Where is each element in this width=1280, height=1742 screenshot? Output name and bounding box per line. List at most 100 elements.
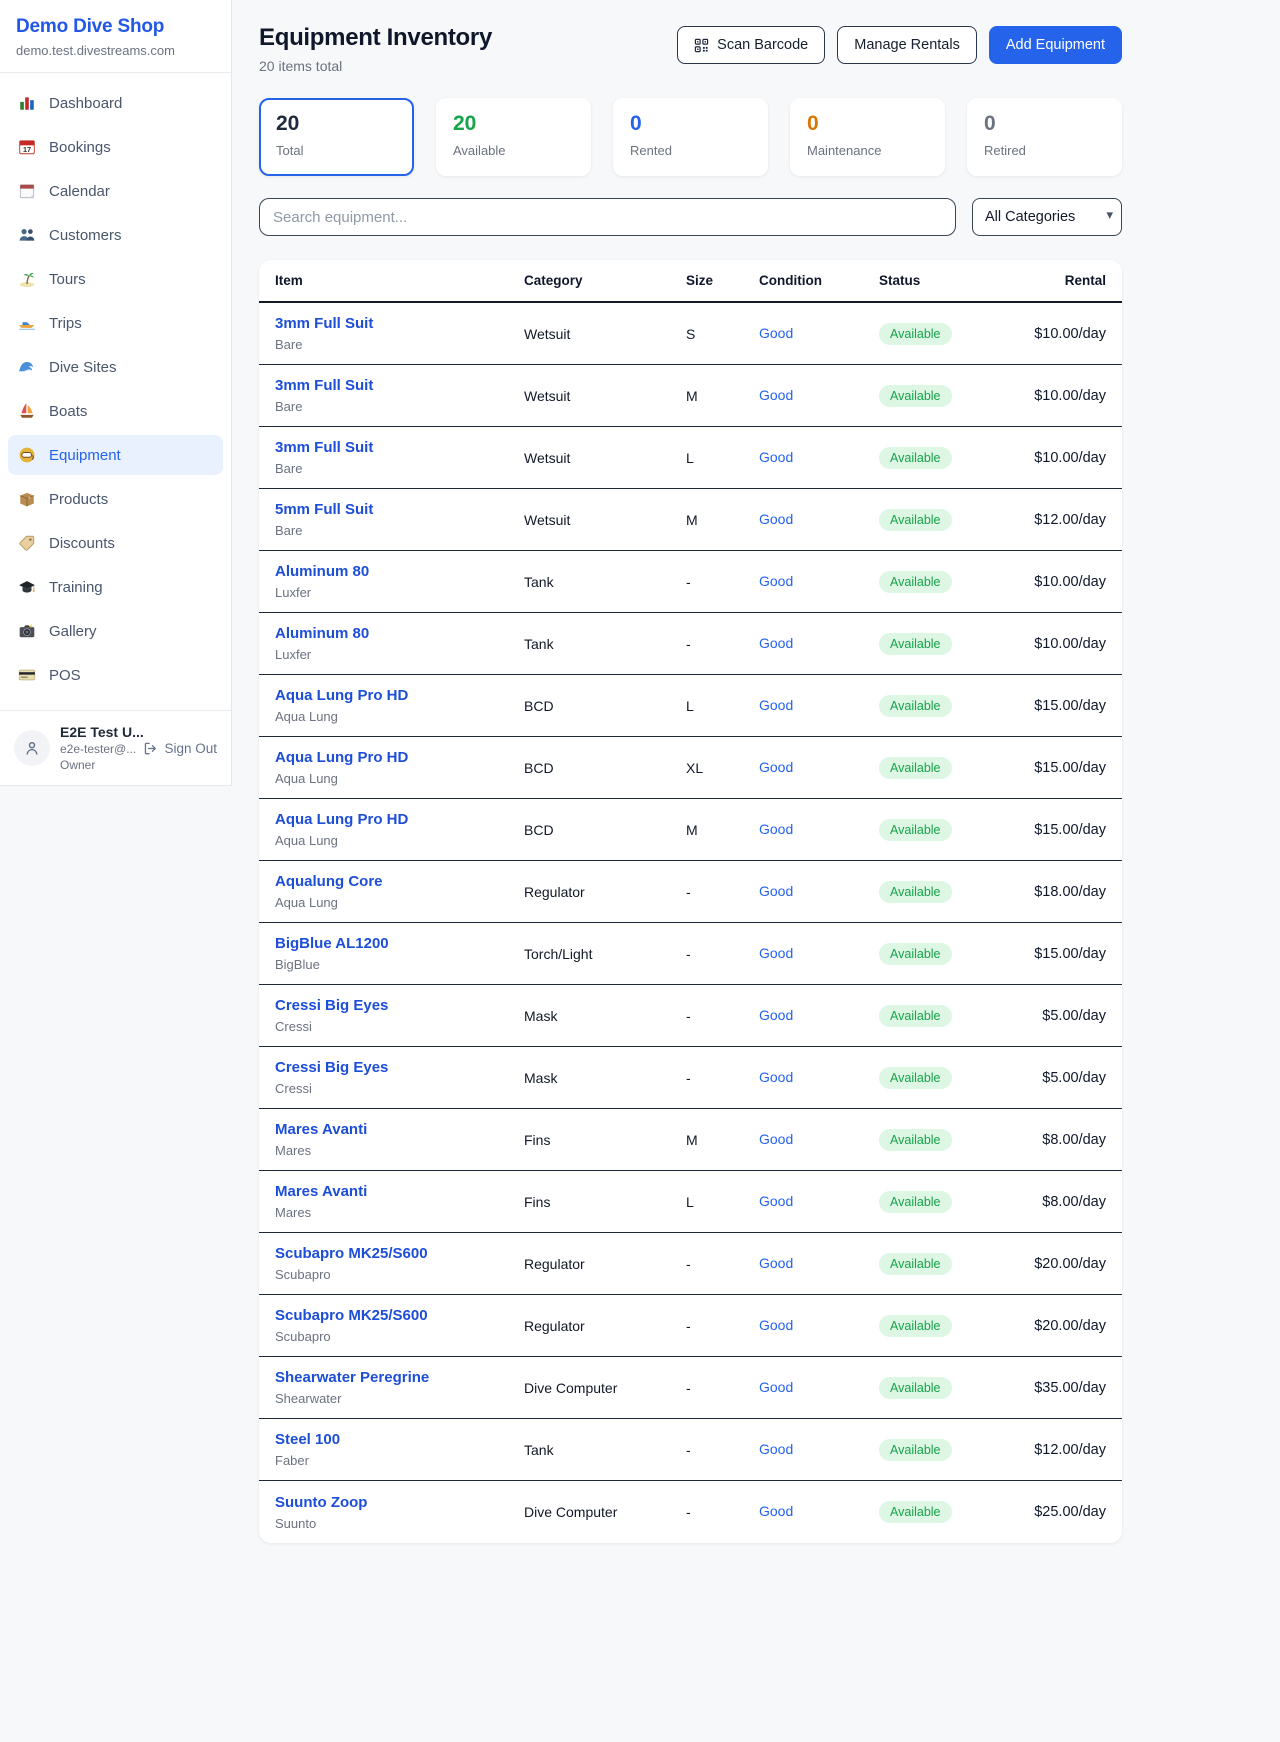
item-name-link[interactable]: Aluminum 80	[275, 563, 370, 580]
item-name-link[interactable]: Cressi Big Eyes	[275, 997, 389, 1014]
sidebar-item-dashboard[interactable]: Dashboard	[8, 83, 223, 123]
item-condition-link[interactable]: Good	[759, 1068, 794, 1085]
item-name-link[interactable]: 3mm Full Suit	[275, 377, 374, 394]
item-category: Wetsuit	[524, 325, 571, 342]
table-row[interactable]: Mares Avanti Mares Fins M Good Available…	[259, 1109, 1122, 1171]
table-row[interactable]: 3mm Full Suit Bare Wetsuit M Good Availa…	[259, 365, 1122, 427]
table-row[interactable]: Aluminum 80 Luxfer Tank - Good Available…	[259, 613, 1122, 675]
item-name-link[interactable]: Mares Avanti	[275, 1121, 368, 1138]
item-brand: Cressi	[275, 1081, 312, 1096]
table-row[interactable]: Mares Avanti Mares Fins L Good Available…	[259, 1171, 1122, 1233]
item-name-link[interactable]: Mares Avanti	[275, 1183, 368, 1200]
table-row[interactable]: Aqua Lung Pro HD Aqua Lung BCD XL Good A…	[259, 737, 1122, 799]
item-name-link[interactable]: Aluminum 80	[275, 625, 370, 642]
item-name-link[interactable]: 3mm Full Suit	[275, 439, 374, 456]
sidebar-item-bookings[interactable]: 17 Bookings	[8, 127, 223, 167]
item-name-link[interactable]: Aqua Lung Pro HD	[275, 687, 409, 704]
category-select[interactable]: All Categories	[972, 198, 1122, 236]
stat-card-total[interactable]: 20 Total	[259, 98, 414, 176]
item-condition-link[interactable]: Good	[759, 1254, 794, 1271]
manage-rentals-button[interactable]: Manage Rentals	[837, 26, 977, 64]
user-email: e2e-tester@...	[60, 742, 137, 756]
sidebar-item-discounts[interactable]: Discounts	[8, 523, 223, 563]
item-name-link[interactable]: Steel 100	[275, 1431, 341, 1448]
item-condition-link[interactable]: Good	[759, 1130, 794, 1147]
sidebar-item-customers[interactable]: Customers	[8, 215, 223, 255]
item-cell: 5mm Full Suit Bare	[275, 501, 524, 538]
table-row[interactable]: 3mm Full Suit Bare Wetsuit L Good Availa…	[259, 427, 1122, 489]
column-header-category: Category	[524, 273, 583, 288]
item-condition-link[interactable]: Good	[759, 1192, 794, 1209]
item-cell: Suunto Zoop Suunto	[275, 1494, 524, 1531]
item-condition-link[interactable]: Good	[759, 820, 794, 837]
table-row[interactable]: Steel 100 Faber Tank - Good Available $1…	[259, 1419, 1122, 1481]
item-name-link[interactable]: Scubapro MK25/S600	[275, 1307, 428, 1324]
item-condition-link[interactable]: Good	[759, 448, 794, 465]
item-condition-link[interactable]: Good	[759, 386, 794, 403]
table-row[interactable]: 3mm Full Suit Bare Wetsuit S Good Availa…	[259, 303, 1122, 365]
stat-card-maintenance[interactable]: 0 Maintenance	[790, 98, 945, 176]
sidebar-item-pos[interactable]: POS	[8, 655, 223, 695]
item-condition-link[interactable]: Good	[759, 696, 794, 713]
stat-card-available[interactable]: 20 Available	[436, 98, 591, 176]
item-condition-link[interactable]: Good	[759, 1316, 794, 1333]
item-name-link[interactable]: BigBlue AL1200	[275, 935, 389, 952]
brand-name[interactable]: Demo Dive Shop	[16, 16, 165, 37]
item-name-link[interactable]: Cressi Big Eyes	[275, 1059, 389, 1076]
table-row[interactable]: Shearwater Peregrine Shearwater Dive Com…	[259, 1357, 1122, 1419]
add-equipment-button[interactable]: Add Equipment	[988, 26, 1122, 64]
item-condition-link[interactable]: Good	[759, 1006, 794, 1023]
item-rental: $5.00/day	[1042, 1069, 1106, 1086]
sidebar-item-products[interactable]: Products	[8, 479, 223, 519]
sidebar-item-equipment[interactable]: Equipment	[8, 435, 223, 475]
item-size: -	[686, 883, 691, 900]
sign-out-button[interactable]: Sign Out	[143, 741, 217, 756]
table-row[interactable]: Aluminum 80 Luxfer Tank - Good Available…	[259, 551, 1122, 613]
sidebar-item-training[interactable]: Training	[8, 567, 223, 607]
table-row[interactable]: Scubapro MK25/S600 Scubapro Regulator - …	[259, 1233, 1122, 1295]
table-row[interactable]: Suunto Zoop Suunto Dive Computer - Good …	[259, 1481, 1122, 1543]
stat-card-rented[interactable]: 0 Rented	[613, 98, 768, 176]
item-condition-link[interactable]: Good	[759, 944, 794, 961]
item-condition-link[interactable]: Good	[759, 572, 794, 589]
search-input[interactable]	[259, 198, 956, 236]
item-name-link[interactable]: Aqualung Core	[275, 873, 383, 890]
sidebar-item-gallery[interactable]: Gallery	[8, 611, 223, 651]
sidebar-item-boats[interactable]: Boats	[8, 391, 223, 431]
item-condition-link[interactable]: Good	[759, 324, 794, 341]
item-name-link[interactable]: 5mm Full Suit	[275, 501, 374, 518]
item-condition-link[interactable]: Good	[759, 758, 794, 775]
item-cell: Aqua Lung Pro HD Aqua Lung	[275, 749, 524, 786]
item-condition-link[interactable]: Good	[759, 634, 794, 651]
sidebar-item-dive-sites[interactable]: Dive Sites	[8, 347, 223, 387]
item-condition-link[interactable]: Good	[759, 1440, 794, 1457]
table-row[interactable]: Aqua Lung Pro HD Aqua Lung BCD L Good Av…	[259, 675, 1122, 737]
item-cell: Cressi Big Eyes Cressi	[275, 1059, 524, 1096]
item-name-link[interactable]: Shearwater Peregrine	[275, 1369, 430, 1386]
item-name-link[interactable]: Scubapro MK25/S600	[275, 1245, 428, 1262]
item-name-link[interactable]: Suunto Zoop	[275, 1493, 368, 1511]
item-cell: Shearwater Peregrine Shearwater	[275, 1369, 524, 1406]
status-badge: Available	[879, 818, 952, 841]
item-name-link[interactable]: Aqua Lung Pro HD	[275, 749, 409, 766]
table-row[interactable]: 5mm Full Suit Bare Wetsuit M Good Availa…	[259, 489, 1122, 551]
sidebar-item-trips[interactable]: Trips	[8, 303, 223, 343]
sidebar-item-calendar[interactable]: Calendar	[8, 171, 223, 211]
item-condition-link[interactable]: Good	[759, 882, 794, 899]
item-name-link[interactable]: 3mm Full Suit	[275, 315, 374, 332]
sidebar-item-tours[interactable]: Tours	[8, 259, 223, 299]
table-row[interactable]: Cressi Big Eyes Cressi Mask - Good Avail…	[259, 985, 1122, 1047]
table-row[interactable]: Scubapro MK25/S600 Scubapro Regulator - …	[259, 1295, 1122, 1357]
item-cell: Scubapro MK25/S600 Scubapro	[275, 1245, 524, 1282]
item-condition-link[interactable]: Good	[759, 1378, 794, 1395]
table-row[interactable]: Aqualung Core Aqua Lung Regulator - Good…	[259, 861, 1122, 923]
item-condition-link[interactable]: Good	[759, 1503, 794, 1519]
table-row[interactable]: Cressi Big Eyes Cressi Mask - Good Avail…	[259, 1047, 1122, 1109]
stat-card-retired[interactable]: 0 Retired	[967, 98, 1122, 176]
table-row[interactable]: BigBlue AL1200 BigBlue Torch/Light - Goo…	[259, 923, 1122, 985]
item-category: Wetsuit	[524, 449, 571, 466]
scan-barcode-button[interactable]: Scan Barcode	[677, 26, 826, 64]
item-name-link[interactable]: Aqua Lung Pro HD	[275, 811, 409, 828]
table-row[interactable]: Aqua Lung Pro HD Aqua Lung BCD M Good Av…	[259, 799, 1122, 861]
item-condition-link[interactable]: Good	[759, 510, 794, 527]
